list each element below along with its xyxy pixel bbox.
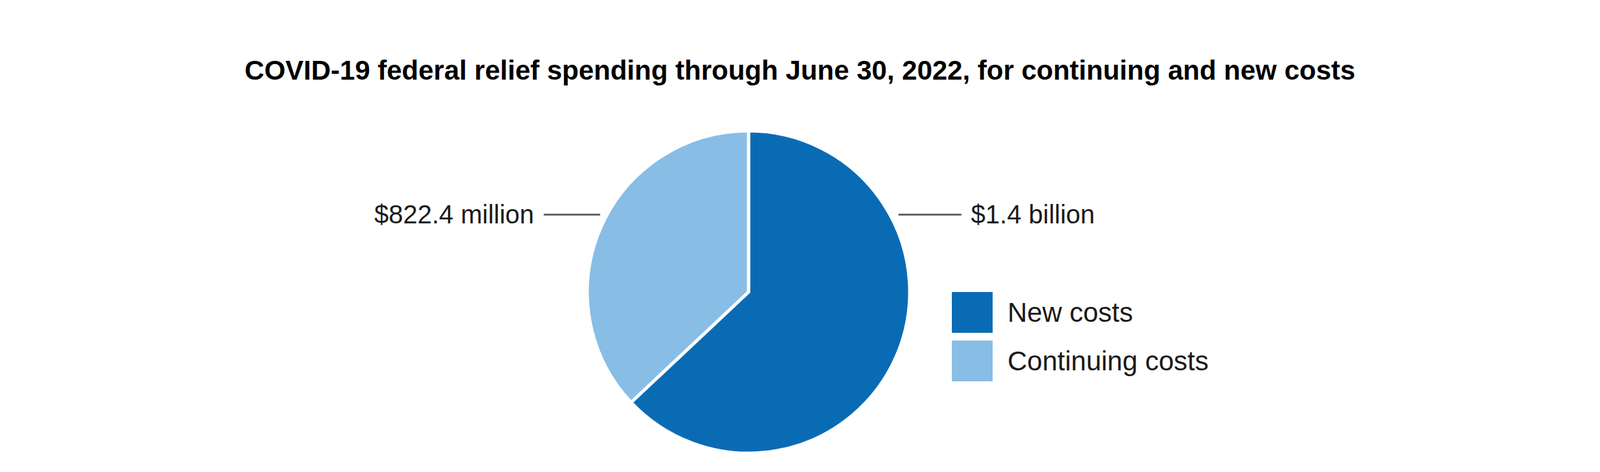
svg-text:$822.4 million: $822.4 million [374,200,535,229]
html-text:COVID-19 federal relief spendi: COVID-19 federal relief spending through… [244,55,1356,86]
html-text:New costs: New costs [1007,296,1133,328]
html-text:Continuing costs: Continuing costs [1007,345,1209,376]
svg-text:$1.4 billion: $1.4 billion [971,200,1095,229]
